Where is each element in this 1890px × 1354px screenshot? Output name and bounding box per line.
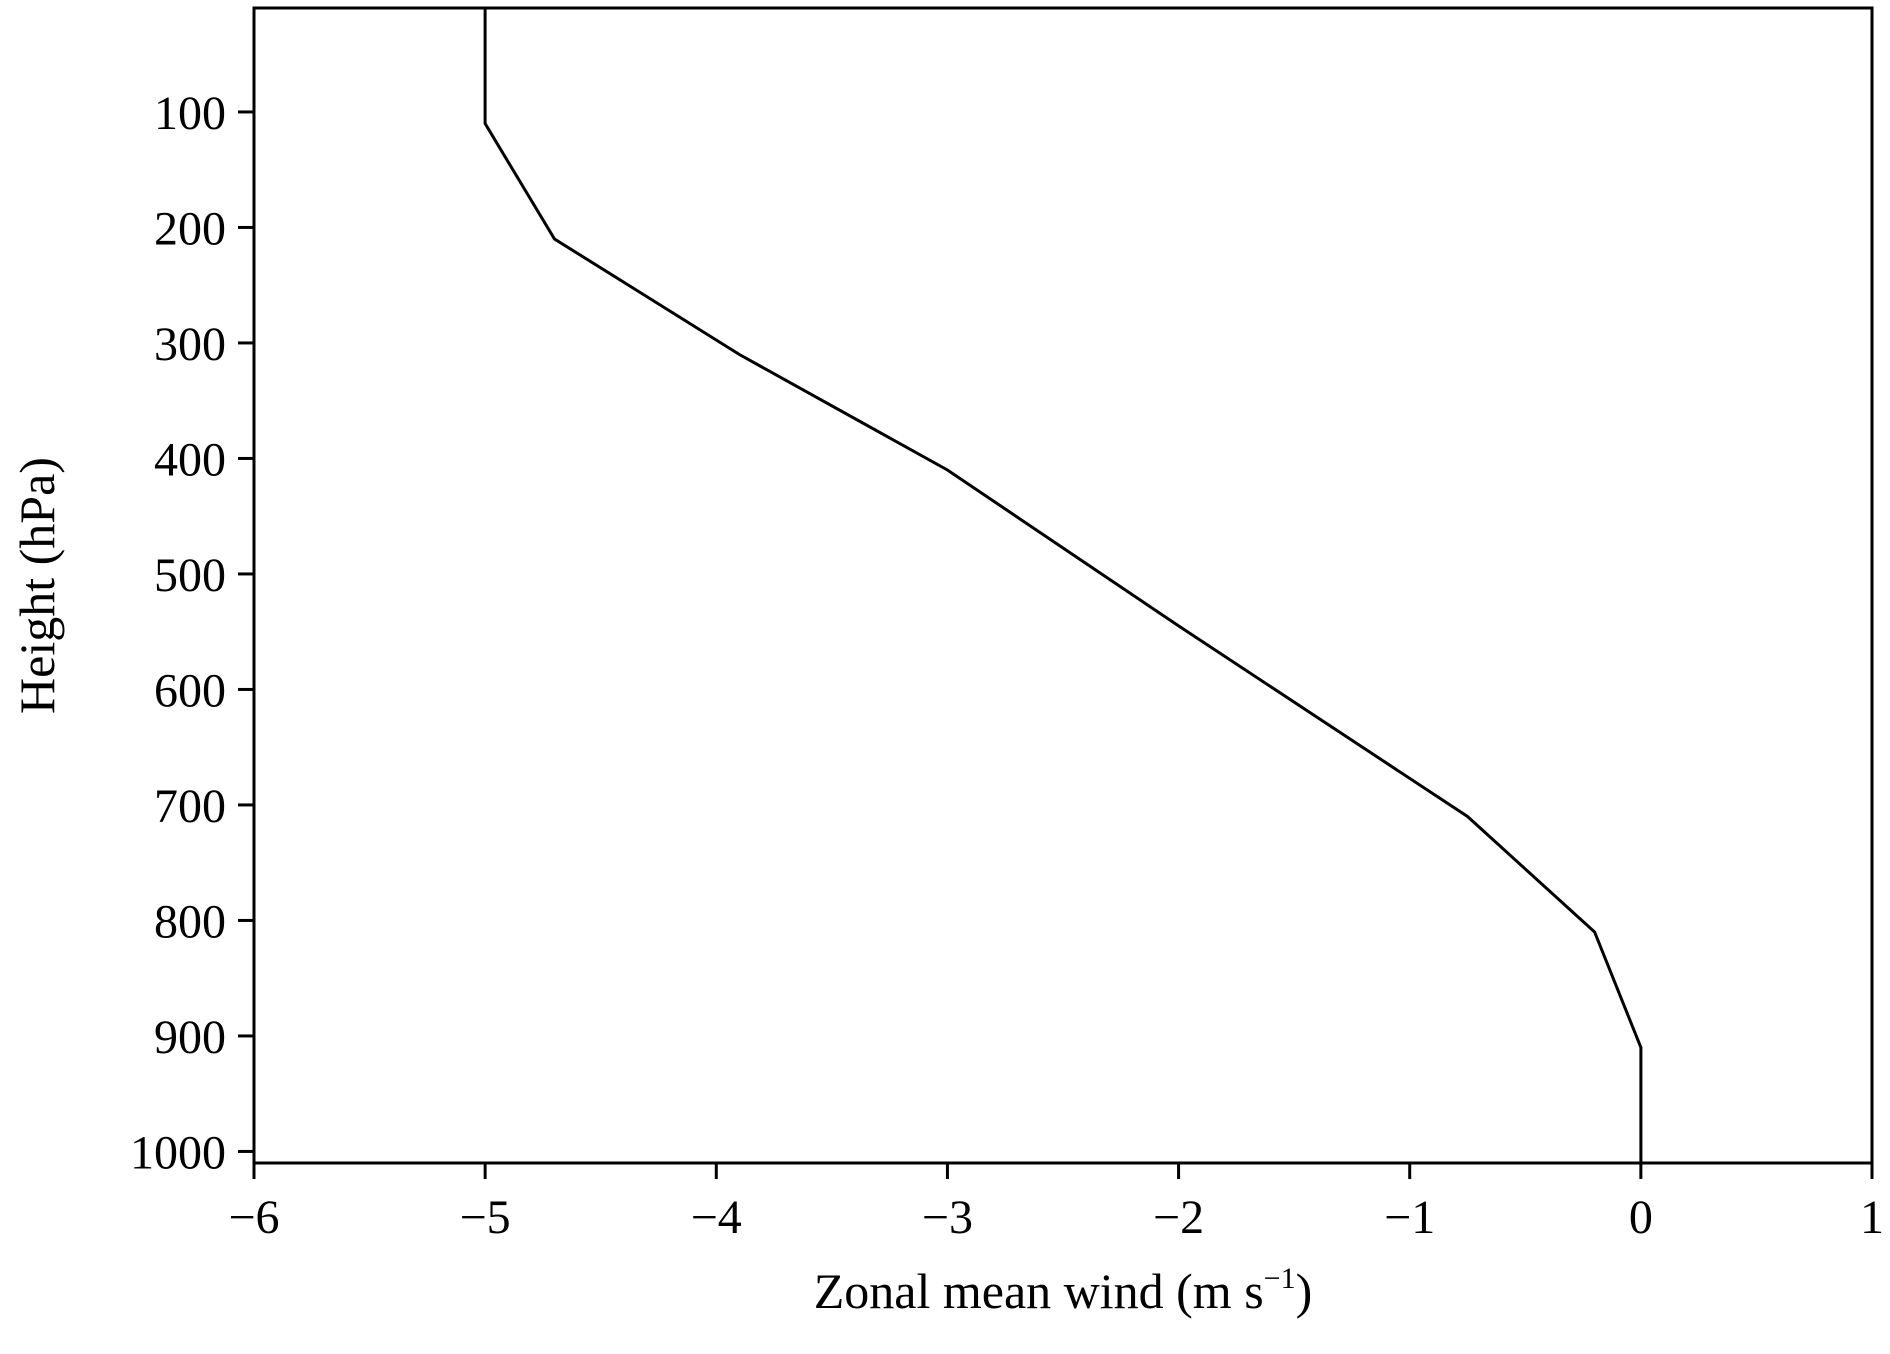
plot-frame: [252, 6, 1874, 1165]
x-tick-label: −6: [228, 1191, 279, 1244]
x-tick-label: 1: [1860, 1191, 1884, 1244]
y-tick-label: 900: [154, 1011, 226, 1064]
y-axis-title: Height (hPa): [9, 457, 65, 714]
x-tick-label: 0: [1629, 1191, 1653, 1244]
x-axis-title: Zonal mean wind (m s−1): [814, 1262, 1312, 1319]
y-tick-label: 500: [154, 549, 226, 602]
x-axis-title-main: Zonal mean wind (m s: [814, 1263, 1264, 1319]
x-axis-title-suffix: ): [1296, 1263, 1313, 1319]
y-tick-label: 300: [154, 318, 226, 371]
x-tick-label: −3: [922, 1191, 973, 1244]
y-tick-label: 200: [154, 202, 226, 255]
x-axis-title-superscript: −1: [1264, 1262, 1296, 1295]
y-tick-label: 700: [154, 780, 226, 833]
x-tick-label: −4: [691, 1191, 742, 1244]
y-tick-label: 100: [154, 87, 226, 140]
y-tick-label: 1000: [130, 1126, 226, 1179]
series-line: [483, 8, 1643, 1163]
y-tick-label: 400: [154, 433, 226, 486]
x-tick-label: −2: [1153, 1191, 1204, 1244]
y-axis: 100 200 300 400 500 600 700 800 900 1000: [130, 87, 254, 1179]
x-tick-label: −1: [1384, 1191, 1435, 1244]
y-tick-label: 600: [154, 664, 226, 717]
y-tick-label: 800: [154, 895, 226, 948]
x-axis: −6 −5 −4 −3 −2 −1 0 1: [228, 1163, 1884, 1244]
x-tick-label: −5: [460, 1191, 511, 1244]
